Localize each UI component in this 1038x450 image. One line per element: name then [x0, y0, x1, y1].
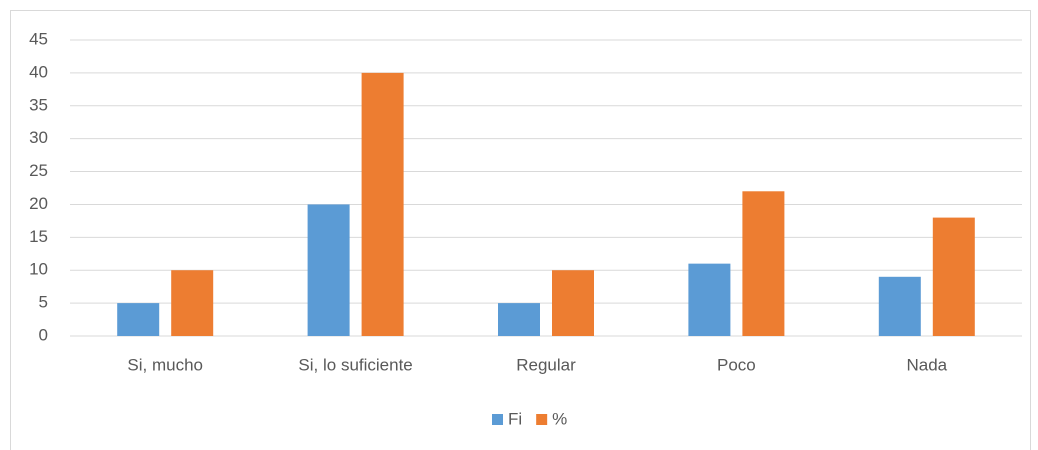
chart-frame [10, 10, 1031, 450]
bar [742, 191, 785, 336]
y-tick-label: 25 [29, 161, 48, 180]
y-tick-label: 35 [29, 95, 48, 114]
y-tick-label: 15 [29, 227, 48, 246]
y-tick-label: 5 [39, 293, 48, 312]
bar [932, 217, 975, 336]
y-tick-label: 0 [39, 325, 48, 344]
x-tick-label: Si, lo suficiente [298, 355, 412, 374]
y-tick-label: 40 [29, 62, 48, 81]
legend-swatch [492, 414, 503, 425]
x-tick-label: Regular [516, 355, 576, 374]
bar [498, 303, 540, 336]
y-tick-label: 45 [29, 29, 48, 48]
bar [552, 270, 594, 336]
bar [361, 72, 404, 336]
legend-label: Fi [508, 409, 522, 428]
x-tick-label: Poco [717, 355, 756, 374]
y-tick-label: 20 [29, 194, 48, 213]
y-tick-label: 30 [29, 128, 48, 147]
bar [878, 276, 921, 336]
y-tick-label: 10 [29, 260, 48, 279]
x-tick-label: Nada [906, 355, 947, 374]
x-tick-label: Si, mucho [127, 355, 203, 374]
bar [307, 204, 350, 336]
bar [117, 303, 160, 336]
bar [171, 270, 214, 336]
legend-label: % [552, 409, 567, 428]
legend-swatch [536, 414, 548, 425]
bar [688, 263, 731, 336]
